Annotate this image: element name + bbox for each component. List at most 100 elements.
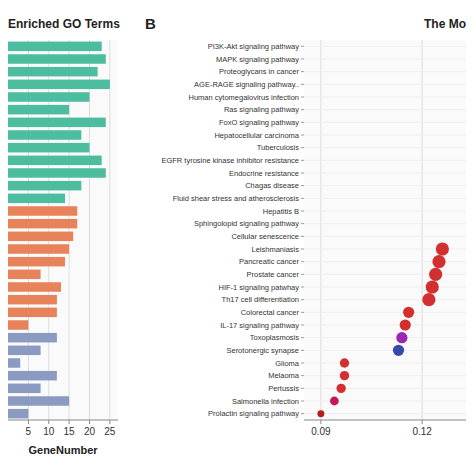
x-tick — [69, 420, 70, 424]
grid-line-y — [304, 287, 466, 288]
grid-line-y — [304, 413, 466, 414]
x-tick-label: 20 — [84, 426, 96, 437]
x-tick — [109, 420, 110, 424]
y-tick — [301, 401, 304, 402]
x-tick-label: 25 — [104, 426, 116, 437]
y-tick — [301, 413, 304, 414]
y-tick-label: Tuberculosis — [257, 143, 299, 152]
bar — [8, 282, 61, 292]
grid-line-y — [304, 363, 466, 364]
x-tick-label: 5 — [26, 426, 32, 437]
bar — [8, 232, 73, 242]
y-tick-label: Cellular senescence — [231, 232, 299, 241]
x-tick — [320, 420, 321, 424]
bar — [8, 346, 41, 356]
grid-line-y — [304, 173, 466, 174]
dot — [432, 255, 445, 268]
y-tick — [301, 375, 304, 376]
grid-line-y — [304, 337, 466, 338]
dot — [403, 307, 414, 318]
y-tick-label: Pancreatic cancer — [239, 257, 300, 266]
y-tick-label: Hepatitis B — [263, 207, 299, 216]
bar — [8, 118, 106, 128]
y-tick-label: MAPK signaling pathway — [216, 55, 299, 64]
marks — [8, 42, 110, 419]
bar — [8, 308, 57, 318]
y-tick — [301, 261, 304, 262]
chart-root: 510152025GeneNumberEnriched GO Terms0.09… — [0, 0, 474, 474]
grid-line-y — [304, 185, 466, 186]
grid-line-y — [304, 375, 466, 376]
bar — [8, 384, 41, 394]
bar — [8, 219, 77, 229]
y-tick — [301, 109, 304, 110]
y-tick-label: Leishmaniasis — [251, 245, 299, 254]
y-tick — [301, 337, 304, 338]
bar — [8, 130, 81, 140]
dot — [422, 293, 435, 306]
grid-line-y — [304, 236, 466, 237]
y-tick-label: FoxO signaling pathway — [219, 118, 299, 127]
y-tick-label: HIF-1 signaling patwhay — [219, 283, 300, 292]
y-tick — [301, 249, 304, 250]
y-tick — [301, 325, 304, 326]
y-tick — [301, 211, 304, 212]
chart-0: 510152025GeneNumberEnriched GO Terms — [8, 17, 120, 456]
y-tick-label: Salmonella infection — [232, 397, 299, 406]
x-tick — [48, 420, 49, 424]
bar — [8, 206, 77, 216]
x-axis-label: GeneNumber — [28, 444, 98, 456]
bar — [8, 80, 110, 90]
bar — [8, 181, 81, 191]
title: Enriched GO Terms — [8, 17, 120, 31]
y-tick — [301, 122, 304, 123]
y-tick — [301, 223, 304, 224]
y-tick-label: Glioma — [275, 359, 300, 368]
grid-line-y — [304, 135, 466, 136]
x-tick — [28, 420, 29, 424]
grid-line-y — [304, 198, 466, 199]
dot — [436, 242, 449, 255]
title: The Mo — [424, 17, 466, 31]
y-tick — [301, 84, 304, 85]
x-tick-label: 15 — [64, 426, 76, 437]
y-tick-label: IL-17 signaling pathway — [220, 321, 299, 330]
y-tick-label: Sphingolopid signaling pathway — [194, 219, 299, 228]
y-tick — [301, 185, 304, 186]
bar — [8, 92, 89, 102]
y-tick-label: Human cytomegalovirus infection — [189, 93, 299, 102]
bar — [8, 371, 57, 381]
y-tick-label: Serotonergic synapse — [226, 346, 299, 355]
y-tick-label: Melaoma — [268, 371, 300, 380]
dot — [317, 410, 324, 417]
grid-line-y — [304, 350, 466, 351]
dot — [330, 397, 339, 406]
panel-label: B — [145, 15, 156, 32]
y-tick — [301, 198, 304, 199]
bar — [8, 396, 69, 406]
grid-line-y — [304, 299, 466, 300]
bar — [8, 295, 57, 305]
bar — [8, 54, 106, 64]
grid-line-y — [304, 122, 466, 123]
plot-area — [8, 40, 118, 420]
y-tick-label: Colorectal cancer — [241, 308, 300, 317]
y-tick — [301, 274, 304, 275]
grid-line-y — [304, 325, 466, 326]
marks — [317, 242, 449, 417]
y-tick-label: Prolactin signaling pathway — [208, 409, 299, 418]
dot — [396, 332, 407, 343]
y-tick — [301, 97, 304, 98]
y-tick-label: Hepatocellular carcinoma — [214, 131, 299, 140]
grid-line-y — [304, 401, 466, 402]
dot — [393, 345, 404, 356]
bar — [8, 409, 28, 419]
bar — [8, 105, 69, 115]
y-tick — [301, 350, 304, 351]
y-tick — [301, 388, 304, 389]
dot — [340, 358, 349, 367]
bar — [8, 168, 106, 178]
bar — [8, 244, 69, 254]
x-axis-line — [8, 420, 118, 421]
x-axis-line — [304, 420, 466, 421]
